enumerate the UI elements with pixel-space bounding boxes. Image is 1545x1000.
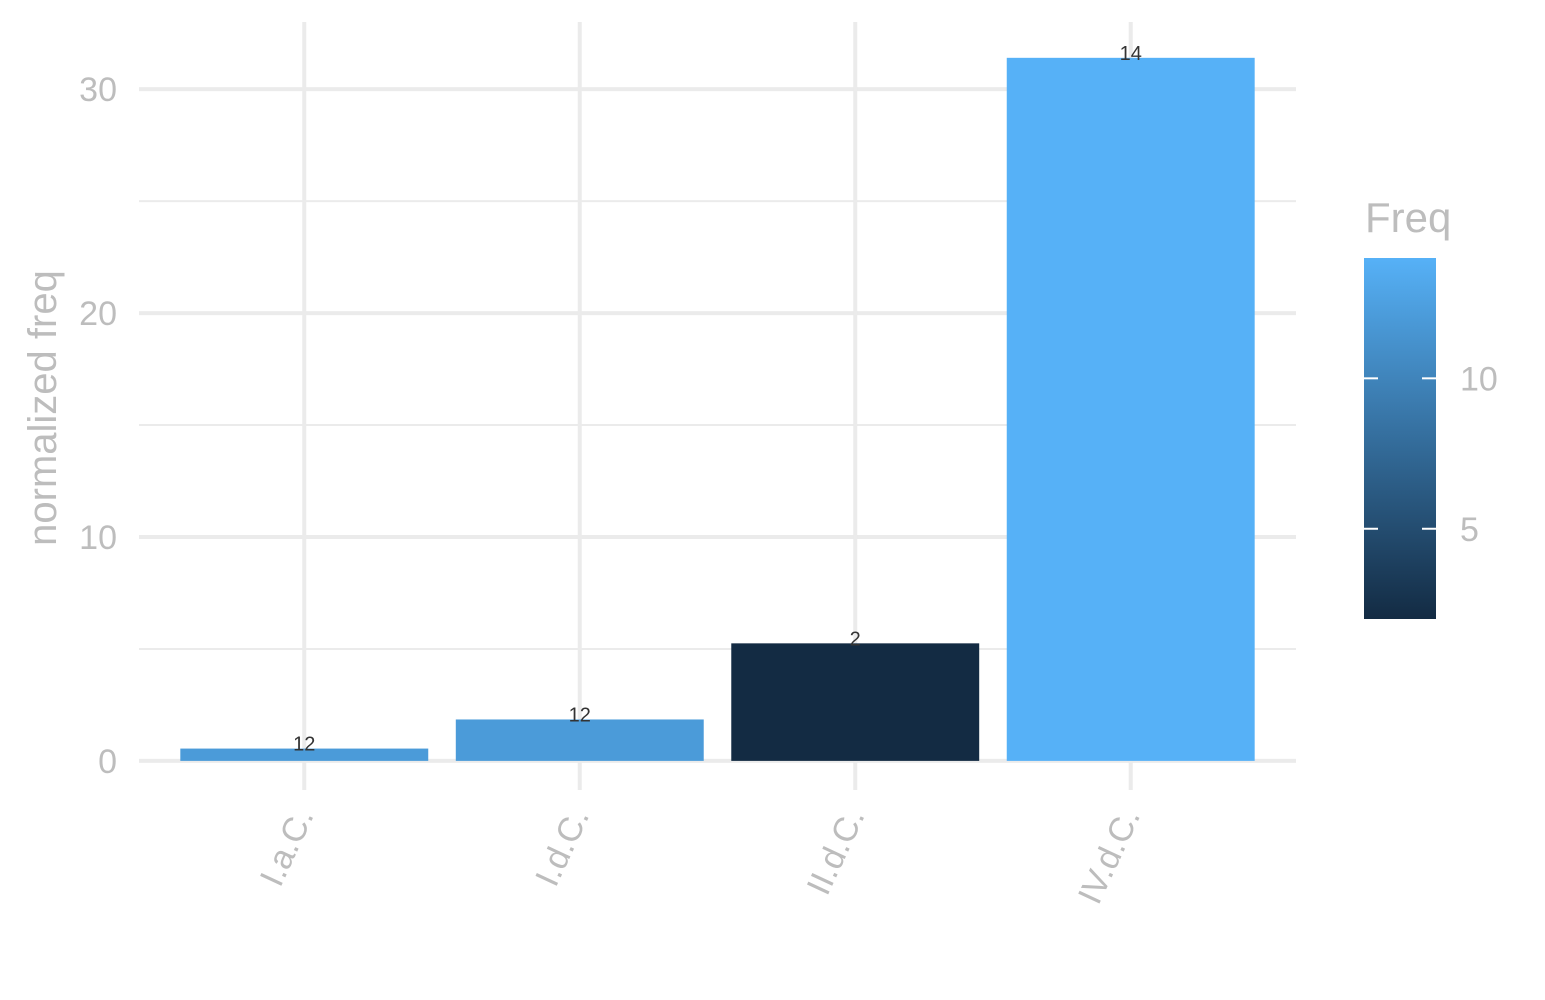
x-axis-ticks: I.a.C. I.d.C. II.d.C. IV.d.C. [253,802,1148,909]
x-tick-label: IV.d.C. [1071,802,1148,909]
y-tick-label: 30 [79,71,117,109]
legend-title: Freq [1365,194,1451,241]
bar [731,643,980,761]
bar-value-labels: 12 12 2 14 [293,43,1142,756]
colorbar-tick-label: 10 [1460,360,1498,398]
bar [180,748,429,761]
colorbar [1364,258,1436,619]
x-tick-label: I.d.C. [528,802,597,892]
x-tick-label: I.a.C. [253,802,322,892]
bar-value-label: 14 [1120,43,1142,65]
colorbar-ticks: 5 10 [1364,360,1498,549]
y-tick-label: 10 [79,519,117,557]
x-tick-label: II.d.C. [800,802,873,900]
colorbar-legend: Freq 5 10 [1364,194,1498,619]
bar-value-label: 12 [569,704,591,726]
bars [180,57,1255,761]
y-tick-label: 0 [98,743,117,781]
bar [1006,57,1255,761]
colorbar-tick-label: 5 [1460,511,1479,549]
bar [455,719,704,761]
bar-value-label: 12 [293,734,315,756]
bar-value-label: 2 [850,628,861,650]
y-tick-label: 20 [79,295,117,333]
y-axis-ticks: 0 10 20 30 [79,71,117,781]
y-axis-title: normalized freq [21,270,65,546]
